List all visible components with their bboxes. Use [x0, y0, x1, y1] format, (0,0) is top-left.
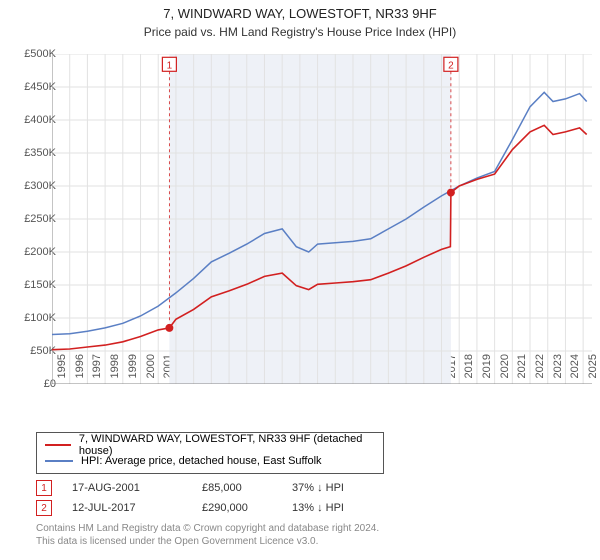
y-tick-label: £200K [12, 246, 56, 258]
price-chart: 12 [52, 54, 592, 384]
sale-date: 12-JUL-2017 [72, 502, 202, 514]
y-tick-label: £100K [12, 312, 56, 324]
sale-date: 17-AUG-2001 [72, 482, 202, 494]
svg-text:1: 1 [167, 60, 173, 71]
legend-label: HPI: Average price, detached house, East… [81, 455, 322, 467]
sales-row: 2 12-JUL-2017£290,00013% ↓ HPI [36, 498, 382, 518]
sale-marker: 2 [36, 500, 52, 516]
sale-delta: 37% ↓ HPI [292, 482, 382, 494]
y-tick-label: £450K [12, 81, 56, 93]
attribution: Contains HM Land Registry data © Crown c… [36, 522, 379, 548]
y-tick-label: £300K [12, 180, 56, 192]
legend-item: 7, WINDWARD WAY, LOWESTOFT, NR33 9HF (de… [45, 437, 375, 453]
legend: 7, WINDWARD WAY, LOWESTOFT, NR33 9HF (de… [36, 432, 384, 474]
y-tick-label: £500K [12, 48, 56, 60]
legend-swatch [45, 444, 71, 446]
attribution-line2: This data is licensed under the Open Gov… [36, 535, 379, 548]
sale-delta: 13% ↓ HPI [292, 502, 382, 514]
legend-swatch [45, 460, 73, 462]
sale-price: £290,000 [202, 502, 292, 514]
y-tick-label: £250K [12, 213, 56, 225]
legend-label: 7, WINDWARD WAY, LOWESTOFT, NR33 9HF (de… [79, 433, 375, 457]
y-tick-label: £400K [12, 114, 56, 126]
y-tick-label: £150K [12, 279, 56, 291]
sales-table: 1 17-AUG-2001£85,00037% ↓ HPI 2 12-JUL-2017… [36, 478, 382, 518]
sales-row: 1 17-AUG-2001£85,00037% ↓ HPI [36, 478, 382, 498]
svg-text:2: 2 [448, 60, 454, 71]
y-tick-label: £350K [12, 147, 56, 159]
sale-marker: 1 [36, 480, 52, 496]
sale-price: £85,000 [202, 482, 292, 494]
y-tick-label: £50K [12, 345, 56, 357]
chart-title-line2: Price paid vs. HM Land Registry's House … [0, 23, 600, 39]
chart-title-line1: 7, WINDWARD WAY, LOWESTOFT, NR33 9HF [0, 0, 600, 23]
y-tick-label: £0 [12, 378, 56, 390]
attribution-line1: Contains HM Land Registry data © Crown c… [36, 522, 379, 535]
